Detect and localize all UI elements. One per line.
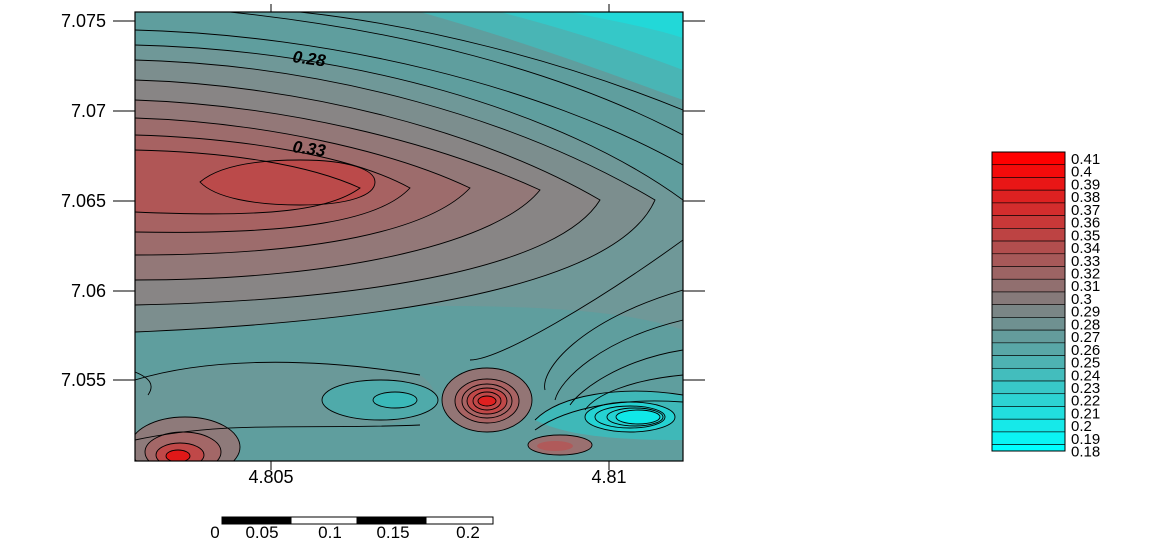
- legend-swatch: [991, 355, 1066, 369]
- legend-label: 0.18: [1071, 444, 1100, 461]
- legend-label: 0.39: [1071, 176, 1100, 193]
- scale-bar-label: 0.05: [245, 523, 278, 538]
- legend-label: 0.2: [1071, 418, 1092, 435]
- y-tick-label: 7.06: [71, 281, 106, 301]
- legend-swatch: [991, 342, 1066, 356]
- legend-swatch: [991, 240, 1066, 255]
- legend-swatch: [991, 367, 1066, 382]
- y-tick-label: 7.065: [61, 191, 106, 211]
- legend-label: 0.28: [1071, 316, 1100, 333]
- legend-swatch: [991, 278, 1066, 293]
- legend-swatch: [991, 406, 1066, 420]
- legend-label: 0.26: [1071, 342, 1100, 359]
- legend-swatch: [991, 418, 1066, 433]
- legend-frame: [991, 151, 1066, 452]
- contour-lines: [135, 12, 683, 461]
- y-tick-label: 7.075: [61, 11, 106, 31]
- x-tick-label: 4.81: [591, 467, 626, 487]
- y-tick-label: 7.07: [71, 101, 106, 121]
- legend-swatch: [991, 151, 1066, 166]
- legend-label: 0.33: [1071, 253, 1100, 270]
- legend-label: 0.27: [1071, 329, 1100, 346]
- legend-label: 0.36: [1071, 215, 1100, 232]
- plot-frame: [134, 11, 684, 462]
- legend-label: 0.37: [1071, 202, 1100, 219]
- scale-bar-label: 0.2: [456, 523, 480, 538]
- legend-swatch: [991, 380, 1066, 395]
- legend-label: 0.21: [1071, 405, 1100, 422]
- scale-bar-label: 0.1: [318, 523, 342, 538]
- legend-label: 0.38: [1071, 189, 1100, 206]
- y-tick-label: 7.055: [61, 370, 106, 390]
- legend-label: 0.29: [1071, 304, 1100, 321]
- legend-label: 0.3: [1071, 291, 1092, 308]
- legend-swatch: [991, 431, 1066, 445]
- legend-swatch: [991, 164, 1066, 178]
- x-tick-label: 4.805: [248, 467, 293, 487]
- x-axis-labels: 4.805 4.81: [248, 467, 626, 487]
- legend-swatch: [991, 266, 1066, 280]
- scale-bar-label: 0: [210, 523, 219, 538]
- legend-label: 0.32: [1071, 266, 1100, 283]
- legend-swatch: [991, 253, 1066, 267]
- legend-swatch: [991, 202, 1066, 216]
- legend-swatch: [991, 215, 1066, 229]
- legend-swatch: [991, 177, 1066, 191]
- contour-label: 0.33: [291, 137, 327, 160]
- legend-swatch: [991, 317, 1066, 331]
- legend-label: 0.24: [1071, 367, 1100, 384]
- legend-label: 0.31: [1071, 278, 1100, 295]
- legend-swatch: [991, 393, 1066, 407]
- legend-swatch: [991, 304, 1066, 318]
- legend-label: 0.25: [1071, 355, 1100, 372]
- scale-bar: 0 0.05 0.1 0.15 0.2: [210, 516, 494, 538]
- contour-fills: [135, 12, 683, 461]
- legend-swatch: [991, 329, 1066, 344]
- contour-plot: 7.075 7.07 7.065 7.06 7.055 4.805 4.81 0…: [61, 4, 705, 487]
- legend-swatch: [991, 189, 1066, 204]
- legend-label: 0.41: [1071, 151, 1100, 168]
- scale-bar-label: 0.15: [376, 523, 409, 538]
- y-axis-labels: 7.075 7.07 7.065 7.06 7.055: [61, 11, 106, 390]
- legend-label: 0.4: [1071, 164, 1092, 181]
- legend-label: 0.34: [1071, 240, 1100, 257]
- legend-label: 0.23: [1071, 380, 1100, 397]
- legend-swatch: [991, 444, 1066, 452]
- axis-ticks: [113, 4, 705, 470]
- legend-label: 0.22: [1071, 393, 1100, 410]
- legend-label: 0.19: [1071, 431, 1100, 448]
- color-legend: 0.410.40.390.380.370.360.350.340.330.320…: [991, 151, 1100, 461]
- legend-swatch: [991, 228, 1066, 242]
- legend-label: 0.35: [1071, 227, 1100, 244]
- contour-label: 0.28: [291, 47, 327, 70]
- legend-swatch: [991, 291, 1066, 305]
